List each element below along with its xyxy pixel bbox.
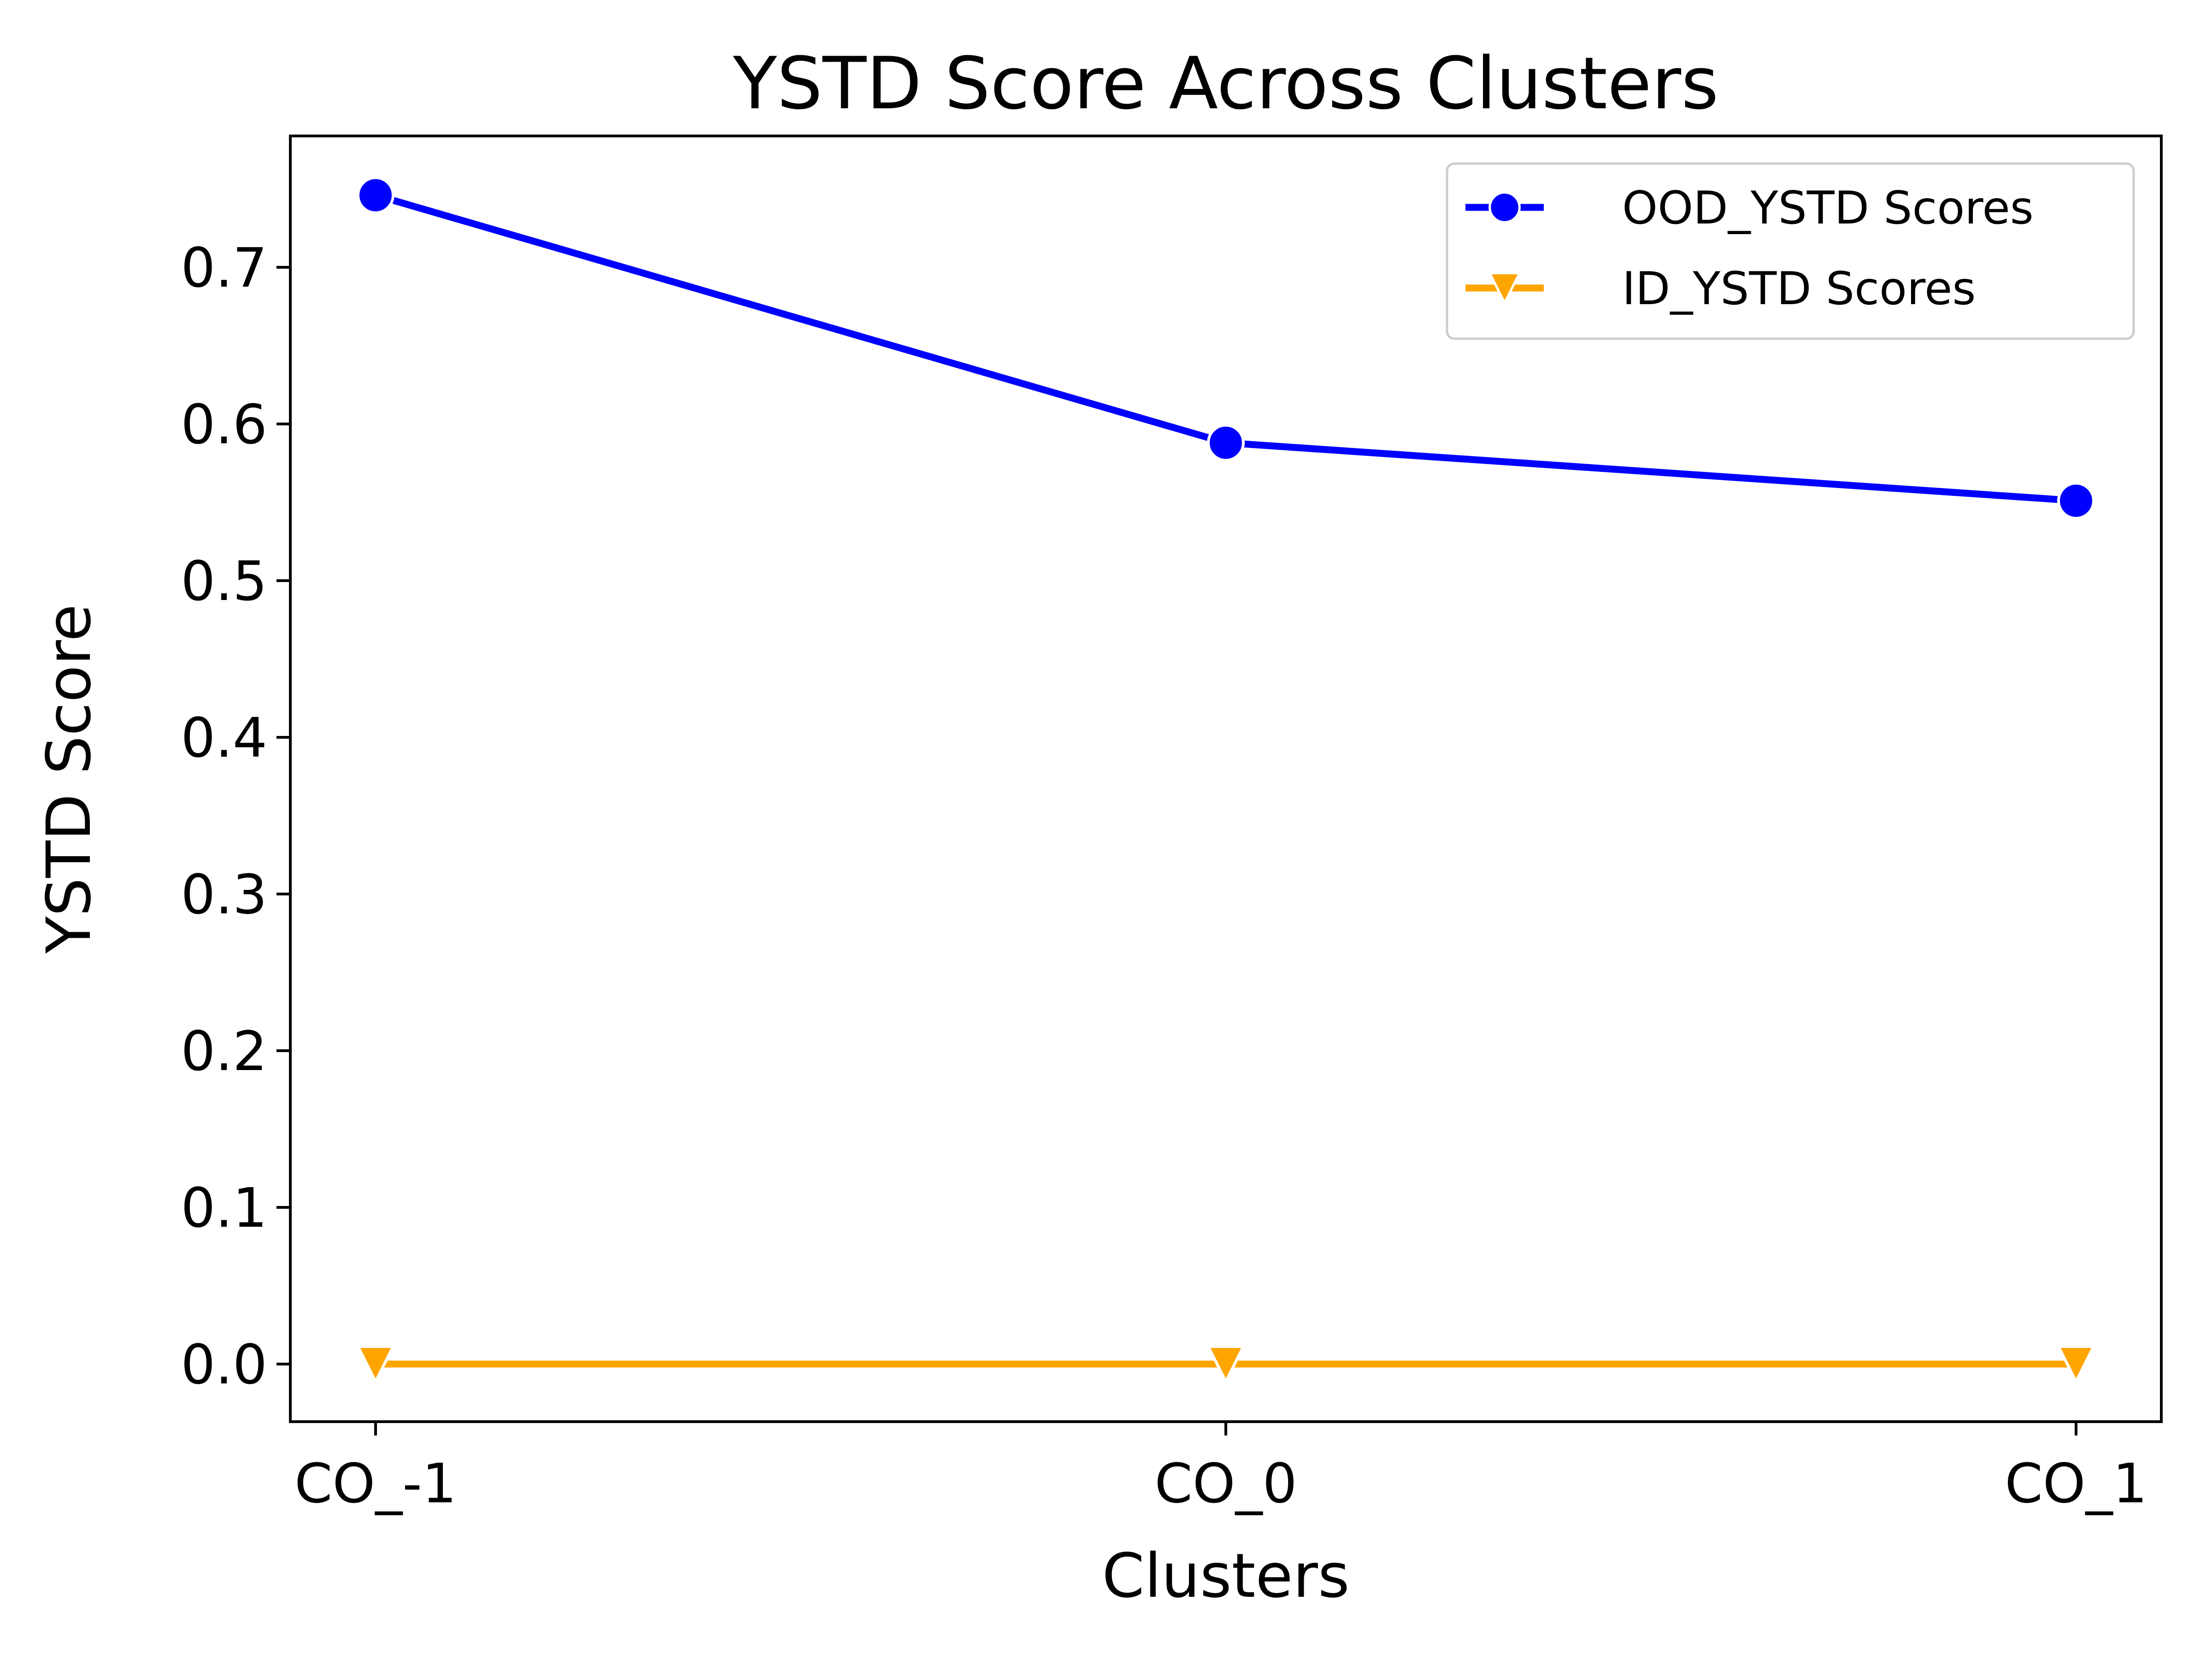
legend-marker <box>1488 272 1522 306</box>
y-tick-label: 0.5 <box>181 549 267 613</box>
data-point-triangle <box>2056 1345 2096 1385</box>
chart-title: YSTD Score Across Clusters <box>733 41 1719 125</box>
y-tick-label: 0.6 <box>181 393 267 456</box>
x-tick-label: CO_-1 <box>294 1452 457 1515</box>
y-tick-label: 0.7 <box>181 236 267 300</box>
legend: OOD_YSTD Scores ID_YSTD Scores <box>1446 162 2135 340</box>
data-point-triangle <box>1206 1345 1246 1385</box>
legend-label: OOD_YSTD Scores <box>1622 182 2034 235</box>
data-point <box>1207 424 1245 462</box>
y-tick-label: 0.2 <box>181 1019 267 1083</box>
y-tick-label: 0.1 <box>181 1176 267 1240</box>
series-id <box>356 1345 2096 1385</box>
legend-item: OOD_YSTD Scores <box>1465 182 2034 235</box>
x-axis-label: Clusters <box>1102 1541 1349 1612</box>
y-tick-label: 0.4 <box>181 706 267 770</box>
x-tick-label: CO_1 <box>2005 1452 2147 1515</box>
legend-item: ID_YSTD Scores <box>1465 263 1976 315</box>
data-point <box>2057 482 2095 520</box>
y-tick-label: 0.0 <box>181 1333 267 1396</box>
legend-label: ID_YSTD Scores <box>1622 263 1976 315</box>
legend-marker <box>1488 191 1521 224</box>
y-axis-label: YSTD Score <box>34 604 105 954</box>
data-point <box>357 176 394 214</box>
data-point-triangle <box>356 1345 395 1385</box>
x-tick-label: CO_0 <box>1154 1452 1297 1515</box>
y-tick-label: 0.3 <box>181 863 267 926</box>
legend-box <box>1446 162 2135 340</box>
plot-area <box>356 176 2096 1385</box>
series-ood <box>357 176 2095 520</box>
axes: 0.0 0.1 0.2 0.3 0.4 0.5 0.6 0.7 CO_-1 CO_0 CO_1 <box>181 135 2163 1515</box>
